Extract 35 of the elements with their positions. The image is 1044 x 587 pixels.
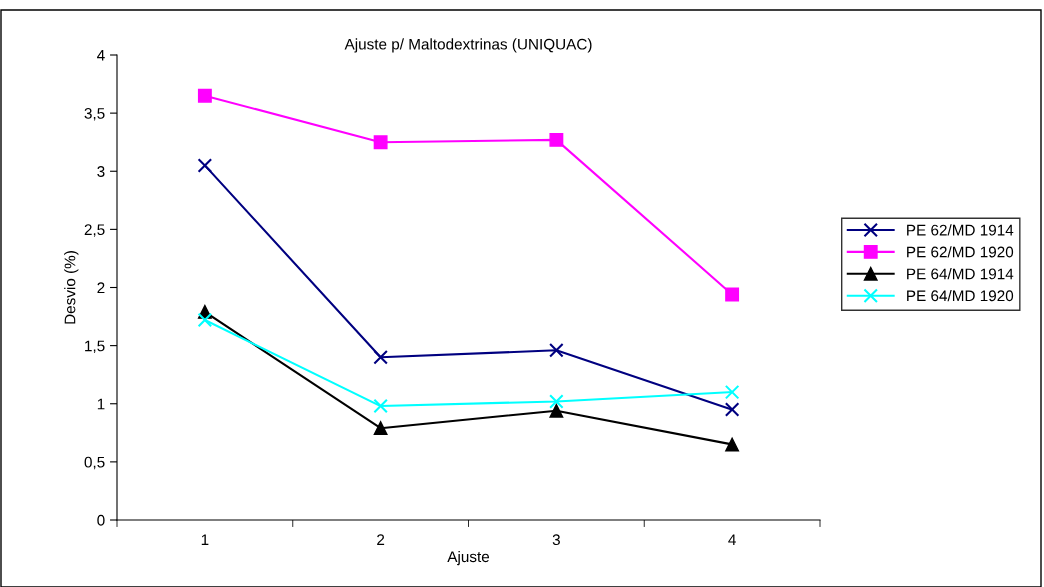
point [725, 437, 740, 452]
y-tick-label: 0 [97, 514, 105, 526]
point [549, 132, 564, 147]
y-tick-label: 2 [97, 282, 105, 294]
y-tick-label: 4 [97, 50, 105, 61]
point [725, 287, 740, 302]
legend-label: PE 64/MD 1920 [907, 289, 1014, 302]
legend-label: PE 62/MD 1914 [907, 224, 1014, 236]
y-axis-title: Desvio (%) [64, 251, 79, 324]
point [724, 402, 740, 417]
x-tick-label: 2 [377, 534, 385, 545]
point [373, 135, 388, 150]
y-tick-label: 3,5 [84, 107, 105, 121]
point [197, 158, 213, 173]
point [549, 403, 564, 418]
point [373, 421, 388, 436]
y-tick-label: 1 [97, 398, 105, 410]
point [197, 312, 213, 328]
y-tick-label: 2,5 [84, 224, 105, 237]
point [373, 349, 388, 365]
point [197, 88, 212, 103]
x-axis-title: Ajuste [447, 550, 490, 566]
chart-title: Ajuste p/ Maltodextrinas (UNIQUAC) [344, 38, 592, 53]
y-tick-label: 1,5 [85, 340, 105, 354]
y-tick-label: 0,5 [84, 456, 105, 470]
x-tick-label: 1 [201, 534, 209, 545]
point [373, 398, 388, 414]
x-tick-label: 4 [728, 534, 736, 545]
point [724, 384, 740, 400]
legend-label: PE 64/MD 1914 [907, 268, 1014, 280]
point [549, 342, 564, 358]
x-tick-label: 3 [552, 534, 560, 546]
y-tick-label: 3 [97, 166, 105, 177]
legend-label: PE 62/MD 1920 [907, 246, 1014, 258]
point [549, 394, 564, 409]
